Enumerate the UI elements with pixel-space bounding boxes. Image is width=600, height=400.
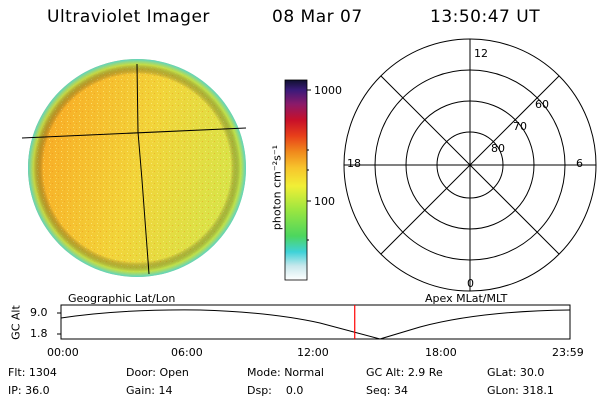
status-ip: IP: 36.0 xyxy=(8,384,50,397)
status-mode: Mode: Normal xyxy=(247,366,324,379)
colorbar-tick-100: 100 xyxy=(314,195,335,208)
x-tick-1200: 12:00 xyxy=(297,346,329,359)
mlt-label-0: 0 xyxy=(467,277,474,290)
x-tick-2359: 23:59 xyxy=(552,346,584,359)
mlat-label-60: 60 xyxy=(535,98,549,111)
mlt-label-12: 12 xyxy=(474,47,488,60)
observation-date: 08 Mar 07 xyxy=(272,7,363,27)
status-gc-alt: GC Alt: 2.9 Re xyxy=(366,366,443,379)
polar-grid xyxy=(343,38,597,292)
altitude-curve xyxy=(60,309,571,340)
status-dsp: Dsp: 0.0 xyxy=(247,384,304,397)
x-tick-0000: 00:00 xyxy=(47,346,79,359)
geographic-grid xyxy=(21,63,247,275)
y-tick-1-8: 1.8 xyxy=(30,327,48,340)
colorbar-tick-1000: 1000 xyxy=(314,84,342,97)
gc-alt-axis-label: GC Alt xyxy=(9,305,23,340)
status-flt: Flt: 1304 xyxy=(8,366,57,379)
colorbar xyxy=(284,79,311,281)
instrument-title: Ultraviolet Imager xyxy=(47,7,210,27)
mlat-label-70: 70 xyxy=(513,120,527,133)
timeline-left-title: Geographic Lat/Lon xyxy=(68,292,176,305)
timeline-plot xyxy=(57,304,571,340)
mlt-label-6: 6 xyxy=(576,157,583,170)
status-glat: GLat: 30.0 xyxy=(487,366,545,379)
colorbar-unit-label: photon cm⁻²s⁻¹ xyxy=(270,144,284,231)
status-glon: GLon: 318.1 xyxy=(487,384,554,397)
earth-uv-image xyxy=(28,59,246,277)
y-tick-9: 9.0 xyxy=(30,306,48,319)
x-tick-1800: 18:00 xyxy=(425,346,457,359)
status-gain: Gain: 14 xyxy=(126,384,173,397)
status-door: Door: Open xyxy=(126,366,189,379)
mlat-label-80: 80 xyxy=(491,142,505,155)
observation-time: 13:50:47 UT xyxy=(430,7,541,27)
mlt-label-18: 18 xyxy=(347,157,361,170)
timeline-right-title: Apex MLat/MLT xyxy=(425,292,508,305)
status-seq: Seq: 34 xyxy=(366,384,408,397)
x-tick-0600: 06:00 xyxy=(171,346,203,359)
